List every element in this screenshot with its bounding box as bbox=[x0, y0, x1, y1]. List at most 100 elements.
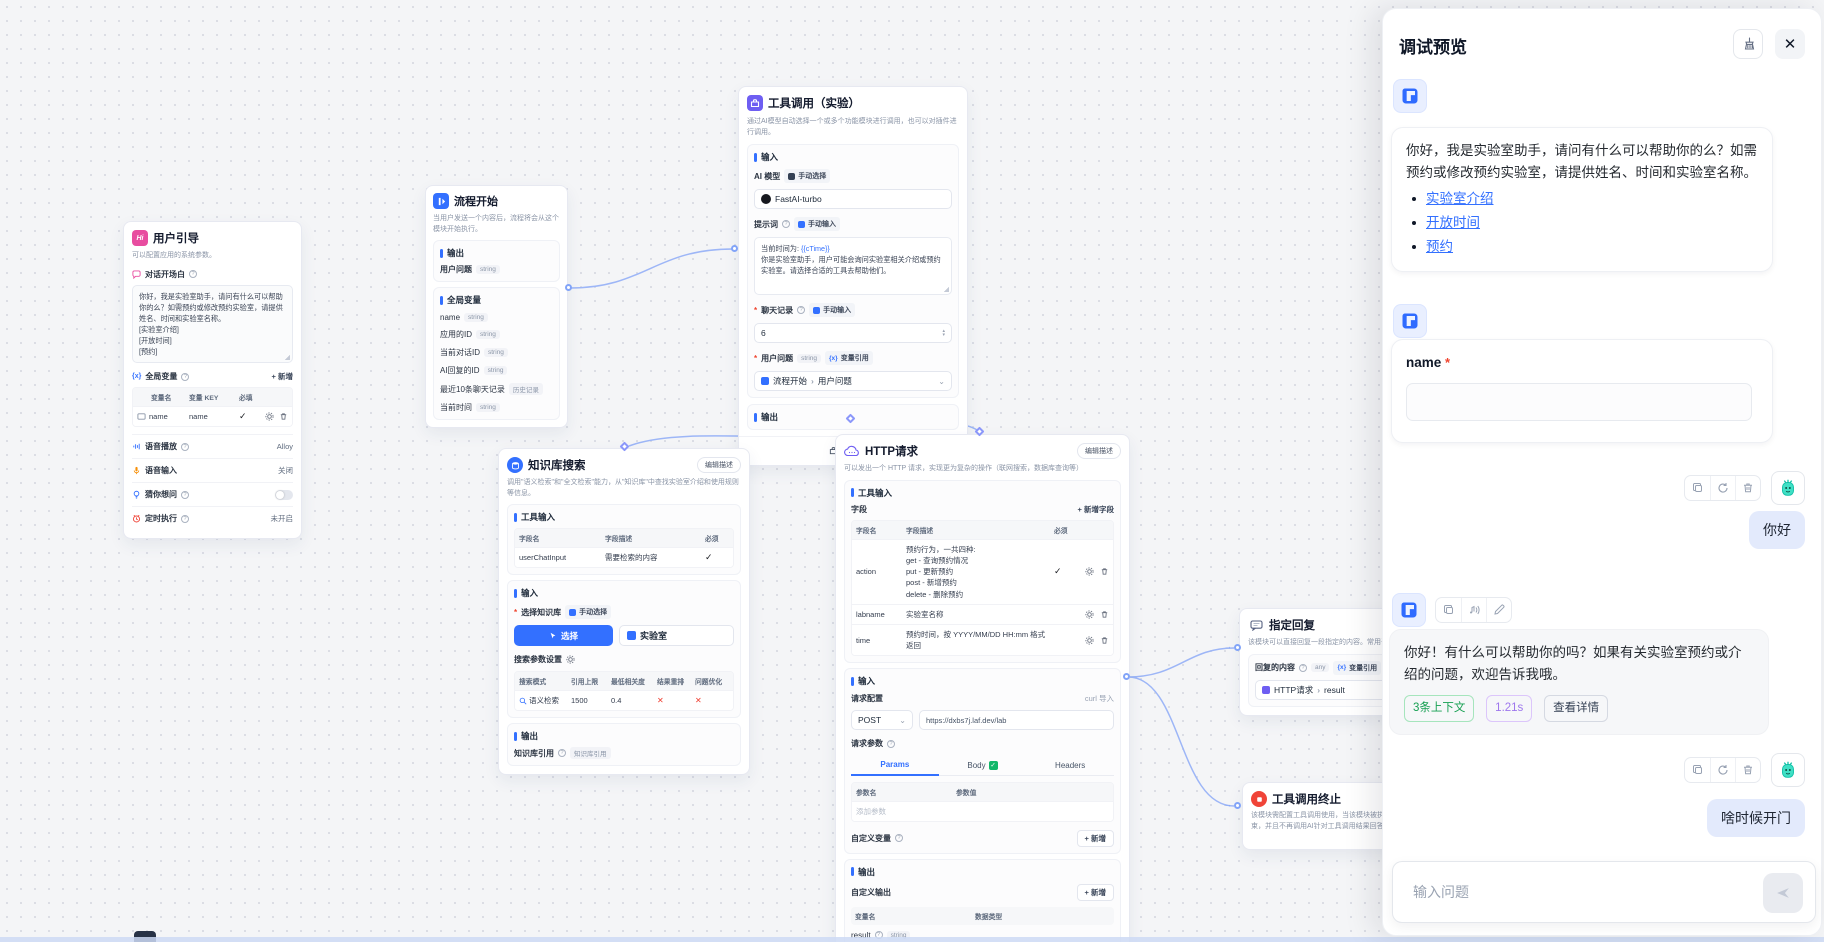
send-icon bbox=[1777, 888, 1789, 898]
retry-button[interactable] bbox=[1710, 476, 1735, 500]
source-field: 用户问题 bbox=[817, 376, 852, 386]
trash-icon[interactable] bbox=[1100, 610, 1109, 619]
trash-icon[interactable] bbox=[1100, 567, 1109, 576]
field-row-action: action 预约行为，一共四种: get - 查询预约情况 put - 更新预… bbox=[852, 538, 1113, 604]
prompt-textarea[interactable]: 当前时间为: {{cTime}} 你是实验室助手，用户可能会询问实验室相关介绍或… bbox=[754, 237, 952, 295]
setting-voice-input[interactable]: 语音输入 关闭 bbox=[132, 458, 293, 482]
col-variable-name: 变量名 bbox=[151, 395, 172, 403]
add-custom-variable-button[interactable]: + 新增 bbox=[1076, 829, 1114, 847]
history-count-input[interactable]: 6 ▴ ▾ bbox=[754, 323, 952, 343]
guess-question-toggle[interactable] bbox=[275, 489, 293, 500]
chevron-down-icon: ⌄ bbox=[938, 376, 945, 386]
copy-button[interactable] bbox=[1436, 598, 1461, 622]
port-stop-input[interactable] bbox=[1234, 802, 1241, 809]
tab-params[interactable]: Params bbox=[851, 755, 939, 777]
tab-headers[interactable]: Headers bbox=[1055, 760, 1086, 770]
kb-select-button[interactable]: 选择 bbox=[514, 625, 613, 646]
duration-badge[interactable]: 1.21s bbox=[1486, 695, 1533, 722]
edit-button[interactable] bbox=[1486, 598, 1511, 622]
resize-handle-icon[interactable] bbox=[284, 354, 290, 361]
link-reserve[interactable]: 预约 bbox=[1426, 239, 1453, 255]
canvas-toolbar-fragment[interactable] bbox=[134, 931, 156, 942]
model-mode-badge[interactable]: 手动选择 bbox=[784, 169, 831, 183]
node-subtitle: 当用户发送一个内容后，流程将会从这个模块开始执行。 bbox=[433, 215, 559, 233]
gear-icon[interactable] bbox=[265, 412, 274, 421]
retry-button[interactable] bbox=[1710, 758, 1735, 782]
setting-schedule[interactable]: 定时执行 ? 未开启 bbox=[132, 506, 293, 530]
info-icon: ? bbox=[181, 514, 189, 523]
trash-icon[interactable] bbox=[1100, 636, 1109, 645]
bot-message-1: 你好，我是实验室助手，请问有什么可以帮助你的么？如需预约或修改预约实验室，请提供… bbox=[1391, 127, 1773, 273]
node-tool-call[interactable]: 工具调用（实验） 通过AI模型自动选择一个或多个功能模块进行调用，也可以对插件进… bbox=[738, 86, 968, 466]
read-aloud-button[interactable] bbox=[1461, 598, 1486, 622]
quick-links: 实验室介绍 开放时间 预约 bbox=[1406, 187, 1758, 259]
add-param-placeholder[interactable]: 添加参数 bbox=[856, 806, 886, 816]
gear-icon[interactable] bbox=[566, 655, 575, 664]
send-button[interactable] bbox=[1763, 873, 1803, 913]
stepper-down-icon[interactable]: ▾ bbox=[942, 332, 945, 338]
section-tool-input: 工具输入 bbox=[851, 487, 1114, 499]
http-output-card: 输出 自定义输出 + 新增 变量名 数据类型 result ? string 原… bbox=[844, 858, 1121, 942]
clear-history-button[interactable] bbox=[1733, 29, 1763, 59]
trash-icon[interactable] bbox=[279, 412, 288, 421]
kb-tool-input-card: 工具输入 字段名 字段描述 必须 userChatInput 需要检索的内容 ✓ bbox=[507, 504, 741, 575]
stepper-up-icon[interactable]: ▴ bbox=[942, 327, 945, 334]
method-select[interactable]: POST ⌄ bbox=[851, 710, 913, 731]
add-custom-output-button[interactable]: + 新增 bbox=[1076, 883, 1114, 901]
context-count-badge[interactable]: 3条上下文 bbox=[1404, 695, 1475, 722]
delete-button[interactable] bbox=[1735, 758, 1760, 782]
delete-button[interactable] bbox=[1735, 476, 1760, 500]
breadcrumb-separator: › bbox=[811, 376, 814, 386]
gear-icon[interactable] bbox=[1085, 635, 1094, 645]
copy-button[interactable] bbox=[1685, 758, 1710, 782]
kb-mode-badge[interactable]: 手动选择 bbox=[565, 605, 612, 619]
setting-guess-question[interactable]: 猜你想问 ? bbox=[132, 482, 293, 506]
model-select[interactable]: FastAI-turbo bbox=[754, 189, 952, 209]
question-source-select[interactable]: 流程开始 › 用户问题 ⌄ bbox=[754, 371, 952, 391]
gear-icon[interactable] bbox=[1085, 610, 1094, 619]
history-count-value: 6 bbox=[761, 328, 766, 338]
add-field-button[interactable]: + 新增字段 bbox=[1077, 504, 1114, 514]
prompt-line1: 当前时间为: bbox=[761, 244, 801, 253]
user-message-1: 你好 bbox=[1749, 511, 1805, 549]
edit-description-button[interactable]: 编辑描述 bbox=[1077, 443, 1121, 459]
section-input: 输入 bbox=[754, 151, 952, 163]
dataset-card[interactable]: 实验室 bbox=[619, 625, 734, 646]
view-detail-button[interactable]: 查看详情 bbox=[1544, 695, 1609, 722]
bottom-scroll-strip[interactable] bbox=[0, 937, 1824, 942]
port-tool-call-input[interactable] bbox=[731, 245, 738, 252]
gear-icon[interactable] bbox=[1085, 567, 1094, 576]
url-input[interactable]: https://dxbs7j.laf.dev/lab bbox=[919, 710, 1114, 731]
history-mode-badge[interactable]: 手动输入 bbox=[809, 303, 856, 317]
prompt-mode-badge[interactable]: 手动输入 bbox=[794, 217, 840, 231]
ai-model-label: AI 模型 bbox=[754, 171, 781, 181]
form-name-input[interactable] bbox=[1406, 382, 1752, 421]
node-http-request[interactable]: HTTP请求 编辑描述 可以发出一个 HTTP 请求，实现更为复杂的操作（联网搜… bbox=[835, 434, 1130, 942]
kb-select-label: 选择知识库 bbox=[521, 607, 562, 617]
node-flow-start[interactable]: 流程开始 当用户发送一个内容后，流程将会从这个模块开始执行。 输出 用户问题 st… bbox=[425, 185, 568, 428]
edit-description-button[interactable]: 编辑描述 bbox=[697, 457, 741, 473]
copy-button[interactable] bbox=[1685, 476, 1710, 500]
curl-import-button[interactable]: curl 导入 bbox=[1084, 694, 1114, 704]
expand-icon[interactable] bbox=[943, 286, 949, 292]
link-lab-intro[interactable]: 实验室介绍 bbox=[1426, 191, 1494, 207]
close-panel-button[interactable]: ✕ bbox=[1775, 29, 1805, 59]
user-avatar bbox=[1771, 753, 1805, 787]
opening-textarea[interactable]: 你好，我是实验室助手，请问有什么可以帮助你的么？如需预约或修改预约实验室，请提供… bbox=[132, 284, 293, 364]
flow-start-output-card: 输出 用户问题 string bbox=[433, 240, 560, 282]
add-variable-button[interactable]: + 新增 bbox=[271, 372, 293, 382]
node-user-guide[interactable]: Hi 用户引导 可以配置应用的系统参数。 对话开场白 ? 你好，我是实验室助手，… bbox=[123, 221, 302, 540]
refresh-icon bbox=[1718, 483, 1728, 493]
setting-voice-play[interactable]: 语音播放 ? Alloy bbox=[132, 434, 293, 458]
link-open-hours[interactable]: 开放时间 bbox=[1426, 215, 1480, 231]
tab-body[interactable]: Body ✓ bbox=[967, 760, 998, 770]
port-http-output[interactable] bbox=[1123, 673, 1130, 680]
setting-label: 语音输入 bbox=[145, 466, 177, 476]
cursor-icon bbox=[550, 632, 556, 638]
node-kb-search[interactable]: 知识库搜索 编辑描述 调用"语义检索"和"全文检索"能力，从"知识库"中查找实验… bbox=[498, 448, 750, 775]
port-reply-input[interactable] bbox=[1234, 644, 1241, 651]
chat-input[interactable] bbox=[1411, 862, 1731, 922]
reply-mode-badge[interactable]: {x} 变量引用 bbox=[1333, 660, 1382, 675]
question-mode-badge[interactable]: {x} 变量引用 bbox=[825, 351, 873, 365]
port-flow-start-output[interactable] bbox=[565, 284, 572, 291]
